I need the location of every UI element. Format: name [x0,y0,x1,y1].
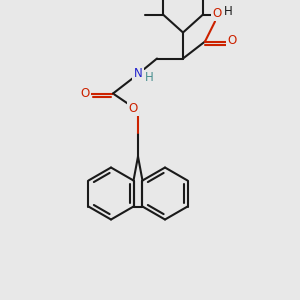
Text: O: O [128,102,138,115]
Text: O: O [80,87,90,100]
Text: N: N [134,67,142,80]
Text: O: O [212,7,222,20]
Text: O: O [227,34,237,47]
Text: H: H [145,71,153,84]
Text: H: H [224,5,232,18]
